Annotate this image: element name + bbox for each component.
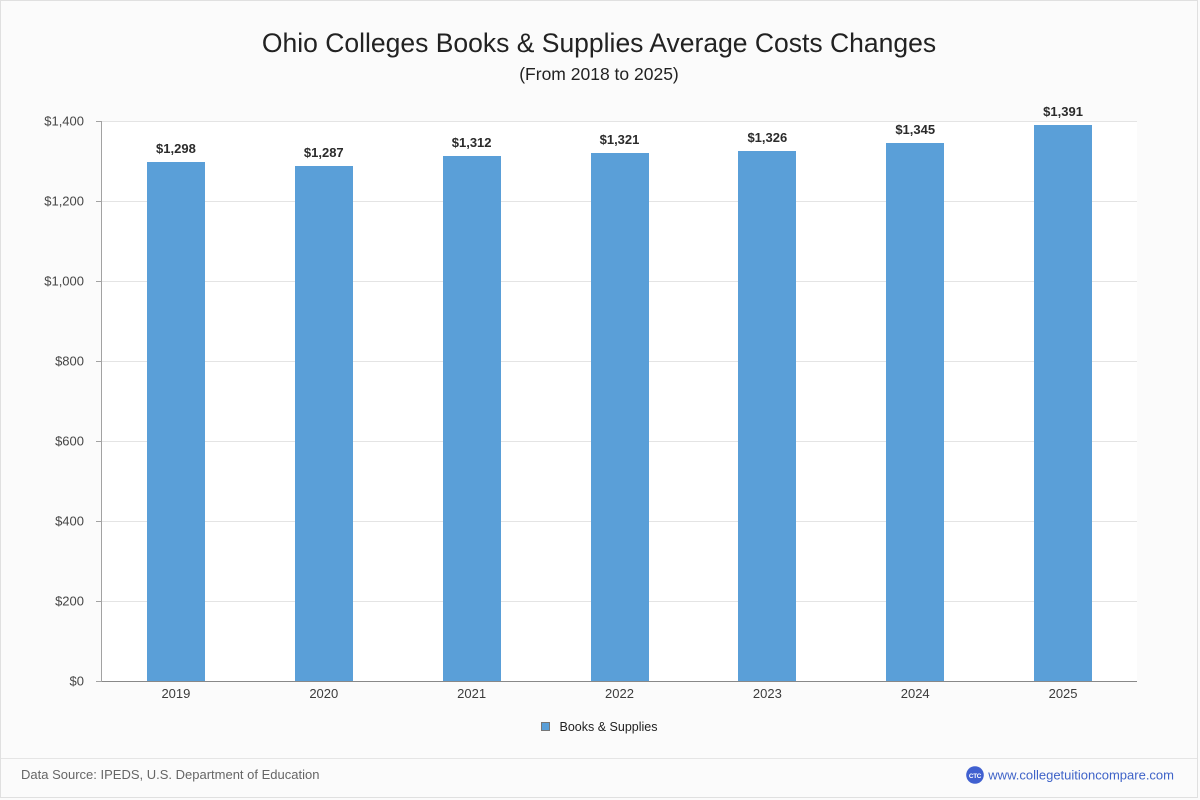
svg-text:CTC: CTC <box>969 773 982 780</box>
